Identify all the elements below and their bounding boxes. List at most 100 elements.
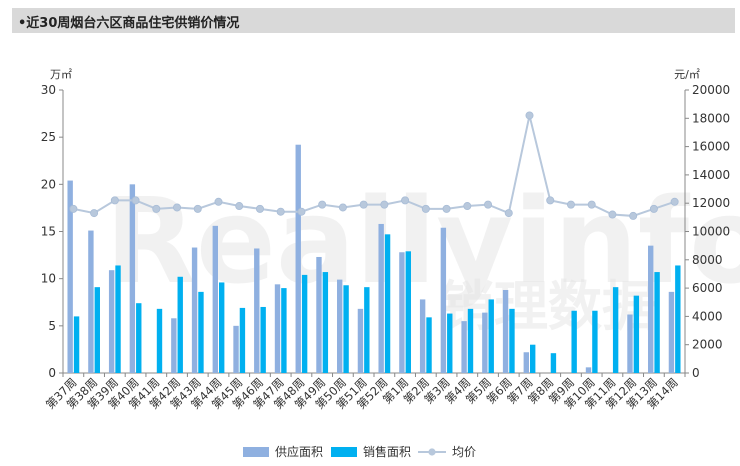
sales-bar (509, 308, 515, 373)
left-tick-label: 20 (41, 177, 56, 191)
supply-bar (585, 367, 592, 373)
sales-bar (177, 276, 183, 373)
sales-bar (301, 274, 308, 373)
right-tick-label: 0 (692, 366, 700, 380)
sales-bar (73, 316, 80, 373)
legend-swatch-supply (243, 447, 269, 457)
supply-bar (67, 180, 73, 373)
price-point (297, 207, 306, 216)
price-point (587, 200, 596, 209)
supply-bar (482, 312, 488, 373)
price-point (214, 197, 223, 206)
left-tick-label: 30 (41, 83, 56, 97)
sales-bar (550, 353, 557, 373)
axes: 0 5 10 15 20 25 30 0 2000 4000 6000 8000 10000 12000 1… (41, 68, 730, 380)
supply-bar (212, 225, 218, 373)
sales-bar (239, 307, 246, 373)
right-tick-label: 14000 (692, 168, 730, 182)
price-point (90, 209, 99, 218)
price-point (255, 204, 264, 213)
sales-bar (405, 251, 411, 373)
right-tick-label: 2000 (692, 338, 723, 352)
price-point (338, 203, 347, 212)
sales-bar (364, 287, 370, 373)
price-point (110, 196, 119, 205)
bars (67, 144, 681, 373)
sales-bar (115, 265, 121, 373)
price-point (173, 203, 182, 212)
legend-label-sales: 销售面积 (363, 444, 411, 459)
sales-bar (219, 282, 225, 373)
left-tick-label: 0 (48, 366, 56, 380)
price-point (380, 200, 389, 209)
supply-bar (274, 284, 281, 373)
left-tick-label: 15 (41, 225, 56, 239)
sales-bar (675, 265, 681, 373)
price-point (566, 200, 575, 209)
right-tick-label: 18000 (692, 111, 730, 125)
left-tick-label: 5 (48, 319, 56, 333)
left-tick-label: 25 (41, 130, 56, 144)
chart-title: •近30周烟台六区商品住宅供销价情况 (18, 16, 240, 31)
sales-bar (198, 291, 204, 373)
supply-bar (461, 321, 467, 373)
legend: 供应面积 销售面积 均价 (243, 444, 476, 459)
sales-bar (260, 306, 266, 373)
left-tick-label: 10 (41, 272, 56, 286)
sales-bar (343, 285, 349, 373)
supply-bar (254, 248, 260, 373)
price-point (318, 200, 327, 209)
price-point (442, 204, 451, 213)
supply-bar (295, 144, 301, 373)
price-point (670, 197, 679, 206)
supply-bar (129, 184, 136, 373)
price-point (504, 209, 513, 218)
right-tick-label: 20000 (692, 83, 730, 97)
right-axis-unit: 元/㎡ (674, 68, 700, 81)
legend-swatch-sales (331, 447, 357, 457)
price-point (525, 111, 534, 120)
left-axis-unit: 万㎡ (50, 68, 72, 81)
price-point (131, 196, 140, 205)
sales-bar (447, 313, 453, 373)
price-point (608, 210, 617, 219)
sales-bar (592, 310, 598, 373)
x-axis-labels: 第37周第38周第39周第40周第41周第42周第43周第44周第45周第46周… (43, 375, 681, 412)
supply-bar (316, 256, 322, 373)
supply-bar (440, 227, 447, 373)
sales-bar (281, 288, 287, 373)
sales-bar (467, 308, 474, 373)
right-tick-label: 12000 (692, 196, 730, 210)
sales-bar (322, 272, 329, 373)
sales-bar (571, 310, 577, 373)
price-point (69, 204, 78, 213)
price-point (629, 211, 638, 220)
right-tick-label: 10000 (692, 225, 730, 239)
right-tick-label: 8000 (692, 253, 723, 267)
sales-bar (94, 287, 100, 373)
supply-bar (357, 308, 364, 373)
price-point (649, 204, 658, 213)
right-tick-label: 16000 (692, 140, 730, 154)
supply-bar (668, 291, 675, 373)
sales-bar (156, 308, 163, 373)
price-point (359, 200, 368, 209)
watermark-latin: Reallyinfo (105, 172, 740, 310)
supply-bar (523, 352, 529, 373)
supply-bar (502, 289, 509, 373)
supply-bar (191, 247, 198, 373)
watermark-cjk: 销理数据 (440, 275, 656, 338)
supply-bar (233, 325, 239, 373)
price-point (463, 202, 472, 211)
price-point (401, 196, 410, 205)
supply-bar (648, 245, 654, 373)
price-point (235, 202, 244, 211)
supply-bar (88, 230, 94, 373)
price-point (546, 196, 555, 205)
sales-bar (654, 272, 660, 373)
price-line (69, 111, 679, 220)
price-point (152, 204, 161, 213)
sales-bar (530, 344, 536, 373)
sales-bar (612, 287, 619, 373)
